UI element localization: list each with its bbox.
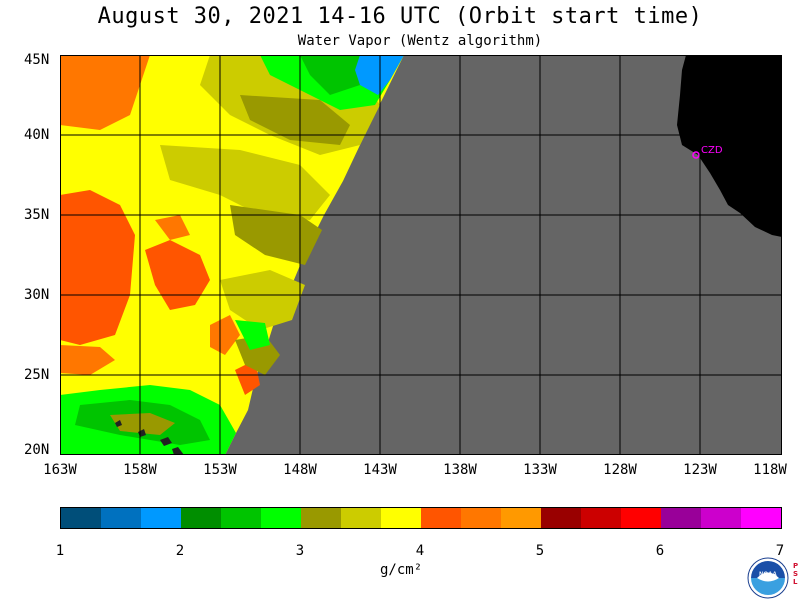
colorbar-tick-2: 2 (175, 543, 185, 559)
colorbar-segment (421, 508, 461, 528)
colorbar-segment (101, 508, 141, 528)
colorbar-segment (541, 508, 581, 528)
colorbar-unit: g/cm² (380, 562, 423, 578)
station-marker (692, 151, 700, 159)
lat-label-40n: 40N (24, 127, 50, 143)
colorbar-tick-1: 1 (55, 543, 65, 559)
colorbar-segment (61, 508, 101, 528)
colorbar-segment (701, 508, 741, 528)
land-mass (677, 55, 782, 237)
lon-label-158w: 158W (123, 462, 157, 478)
colorbar-segment (301, 508, 341, 528)
water-vapor-map: CZD (60, 55, 782, 455)
lon-label-148w: 148W (283, 462, 317, 478)
hawaii-islands (115, 420, 184, 455)
psl-logo-text: PSL (793, 562, 799, 586)
lat-label-20n: 20N (24, 442, 50, 458)
lon-label-128w: 128W (603, 462, 637, 478)
colorbar-segment (461, 508, 501, 528)
colorbar (60, 507, 782, 529)
station-label: CZD (701, 145, 723, 156)
colorbar-segment (581, 508, 621, 528)
satellite-swath (60, 55, 404, 455)
colorbar-segment (141, 508, 181, 528)
colorbar-segment (381, 508, 421, 528)
lon-label-133w: 133W (523, 462, 557, 478)
colorbar-tick-5: 5 (535, 543, 545, 559)
lat-label-45n: 45N (24, 52, 50, 68)
colorbar-tick-6: 6 (655, 543, 665, 559)
colorbar-segment (221, 508, 261, 528)
colorbar-tick-7: 7 (775, 543, 785, 559)
colorbar-segment (661, 508, 701, 528)
colorbar-segment (501, 508, 541, 528)
lon-label-163w: 163W (43, 462, 77, 478)
chart-subtitle: Water Vapor (Wentz algorithm) (297, 33, 543, 49)
svg-text:NOAA: NOAA (759, 572, 777, 578)
graticule (60, 55, 782, 455)
lon-label-143w: 143W (363, 462, 397, 478)
colorbar-segment (261, 508, 301, 528)
lat-label-35n: 35N (24, 207, 50, 223)
noaa-logo: NOAA (747, 557, 789, 599)
colorbar-tick-4: 4 (415, 543, 425, 559)
lon-label-118w: 118W (753, 462, 787, 478)
colorbar-tick-3: 3 (295, 543, 305, 559)
lat-label-25n: 25N (24, 367, 50, 383)
colorbar-segment (181, 508, 221, 528)
lon-label-138w: 138W (443, 462, 477, 478)
lon-label-123w: 123W (683, 462, 717, 478)
lon-label-153w: 153W (203, 462, 237, 478)
lat-label-30n: 30N (24, 287, 50, 303)
colorbar-segment (741, 508, 781, 528)
colorbar-segment (621, 508, 661, 528)
map-svg (60, 55, 782, 455)
colorbar-segment (341, 508, 381, 528)
chart-title: August 30, 2021 14-16 UTC (Orbit start t… (97, 4, 703, 29)
